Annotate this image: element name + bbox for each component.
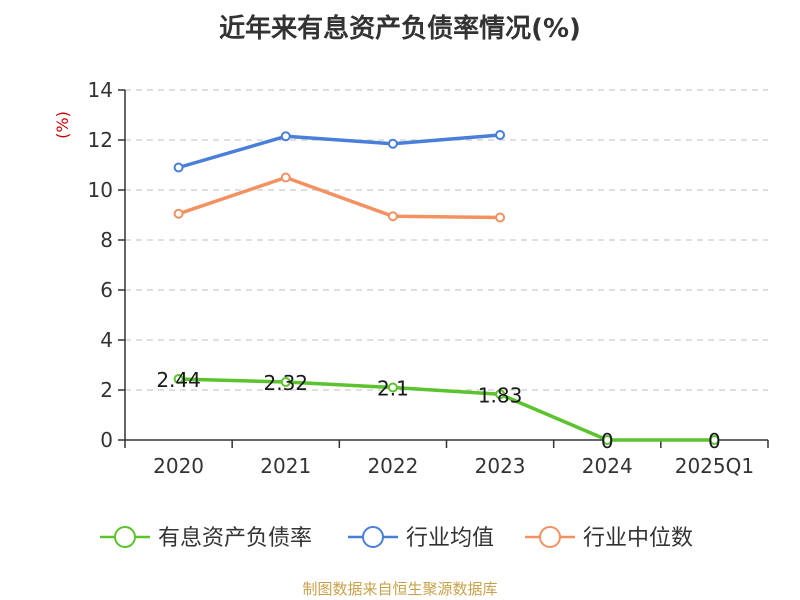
legend-label-2: 行业均值 [406, 526, 494, 551]
x-tick-label: 2022 [367, 454, 418, 478]
y-tick-label: 6 [100, 278, 113, 302]
series-line-3 [176, 175, 502, 220]
series-1-point [602, 435, 613, 445]
y-axis-unit: (%) [53, 111, 72, 139]
y-tick-label: 14 [88, 78, 113, 102]
data-label: 2.1 [377, 377, 409, 401]
series-line-1 [176, 377, 717, 442]
data-label: 0 [601, 429, 614, 453]
data-source-note: 制图数据来自恒生聚源数据库 [302, 580, 498, 598]
series-1-point [280, 377, 291, 387]
series-2-point [280, 131, 291, 142]
x-tick-label: 2025Q1 [675, 454, 754, 478]
y-tick-label: 12 [88, 128, 113, 152]
series-1-point [387, 382, 398, 393]
grid-layer [125, 89, 768, 391]
y-tick-label: 0 [100, 428, 113, 452]
series-3-point [280, 172, 291, 183]
series-2-point [387, 138, 398, 149]
x-tick-label: 2021 [260, 454, 311, 478]
series-3-point [173, 208, 184, 219]
series-2-point [173, 162, 184, 173]
legend-label-3: 行业中位数 [583, 526, 693, 551]
data-label: 1.83 [478, 383, 523, 407]
chart-title: 近年来有息资产负债率情况(%) [219, 14, 581, 44]
series-layer [173, 130, 720, 445]
data-label: 2.32 [263, 371, 308, 395]
data-label: 2.44 [156, 368, 201, 392]
legend-marker-2 [362, 526, 384, 548]
series-3-point [495, 212, 506, 223]
x-tick-label: 2020 [153, 454, 204, 478]
axis-layer: 0 2 4 6 8 10 12 14 (%) 2020 2021 2022 2023 2024 2025Q1 [53, 78, 769, 478]
label-layer: 2.44 2.32 2.1 1.83 0 0 [156, 368, 720, 453]
x-tick-label: 2023 [475, 454, 526, 478]
y-tick-label: 4 [100, 328, 113, 352]
x-tick-label: 2024 [582, 454, 633, 478]
series-3-point [387, 211, 398, 222]
series-1-point [709, 435, 720, 445]
legend: 有息资产负债率 行业均值 行业中位数 [100, 526, 693, 551]
legend-marker-1 [114, 526, 136, 548]
legend-label-1: 有息资产负债率 [158, 526, 312, 551]
series-2-point [495, 130, 506, 140]
series-1-point [495, 389, 506, 400]
series-line-2 [176, 133, 502, 170]
legend-marker-3 [539, 526, 561, 548]
y-tick-label: 2 [100, 378, 113, 402]
y-tick-label: 10 [88, 178, 113, 202]
y-tick-label: 8 [100, 228, 113, 252]
data-label: 0 [708, 429, 721, 453]
series-1-point [173, 374, 184, 384]
